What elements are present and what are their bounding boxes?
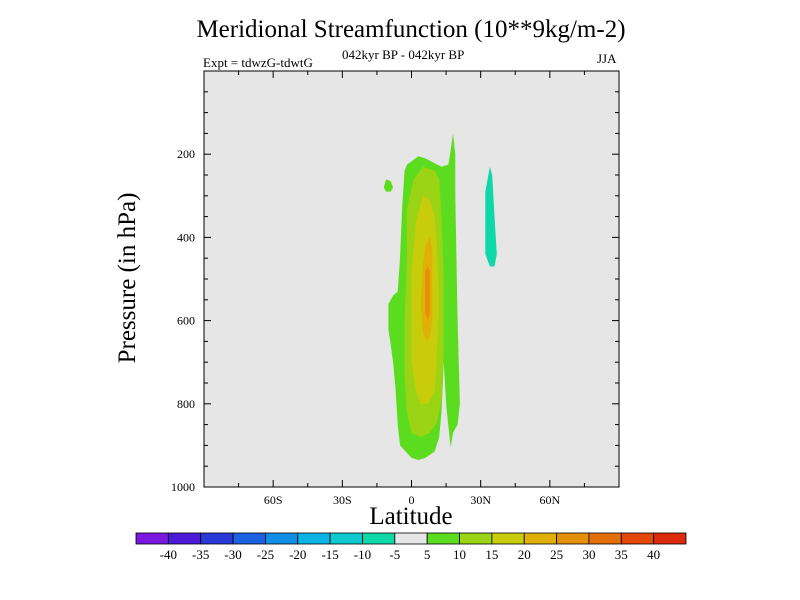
- colorbar-box: [620, 532, 655, 545]
- y-tick-label: 200: [177, 147, 195, 161]
- contour-regions: [383, 133, 497, 460]
- colorbar-label: 30: [582, 547, 595, 562]
- colorbar-box: [426, 532, 460, 545]
- x-tick-label: 60S: [264, 493, 283, 507]
- colorbar-label: -40: [160, 547, 177, 562]
- colorbar-box: [265, 532, 299, 545]
- contour-region-5: [425, 266, 430, 321]
- y-tick-label: 800: [177, 397, 195, 411]
- colorbar-box: [329, 532, 363, 545]
- colorbar-box: [588, 532, 622, 545]
- colorbar-label: -10: [354, 547, 371, 562]
- colorbar-box: [297, 532, 331, 545]
- y-tick-label: 600: [177, 314, 195, 328]
- colorbar-box: [653, 532, 687, 545]
- colorbar-box: [362, 532, 396, 545]
- x-tick-label: 30S: [333, 493, 352, 507]
- colorbar-label: 20: [518, 547, 531, 562]
- chart-title: Meridional Streamfunction (10**9kg/m-2): [196, 16, 626, 43]
- colorbar-label: -35: [192, 547, 209, 562]
- contour-region-6: [485, 166, 497, 267]
- colorbar-box: [491, 532, 525, 545]
- y-tick-label: 400: [177, 230, 195, 244]
- axis-ticks: 60S 30S 0 30N 60N 200 400 600 800 1000: [171, 70, 620, 507]
- colorbar: -40 -35 -30 -25 -20 -15 -10 -5 5 10 15 20 25 30 35 40: [135, 532, 687, 562]
- experiment-label: Expt = tdwzG-tdwtG: [203, 55, 313, 70]
- colorbar-label: 35: [615, 547, 628, 562]
- colorbar-label: 15: [485, 547, 498, 562]
- x-tick-label: 60N: [539, 493, 560, 507]
- colorbar-box: [459, 532, 493, 545]
- colorbar-label: -20: [289, 547, 306, 562]
- colorbar-box: [167, 532, 202, 545]
- colorbar-box: [135, 532, 169, 545]
- colorbar-label: -25: [257, 547, 274, 562]
- colorbar-label: -5: [389, 547, 400, 562]
- colorbar-box: [523, 532, 557, 545]
- contour-region-1: [383, 179, 394, 192]
- colorbar-box: [556, 532, 590, 545]
- x-axis-label: Latitude: [369, 503, 453, 530]
- season-label: JJA: [597, 51, 617, 66]
- colorbar-label: -15: [321, 547, 338, 562]
- colorbar-box: [200, 532, 234, 545]
- colorbar-box: [232, 532, 266, 545]
- colorbar-label: -30: [224, 547, 241, 562]
- colorbar-label: 10: [453, 547, 466, 562]
- x-tick-label: 30N: [470, 493, 491, 507]
- colorbar-label: 40: [647, 547, 660, 562]
- period-label: 042kyr BP - 042kyr BP: [342, 47, 465, 62]
- colorbar-box: [394, 532, 428, 545]
- x-tick-label: 0: [409, 493, 415, 507]
- colorbar-label: 5: [424, 547, 431, 562]
- y-tick-label: 1000: [171, 480, 195, 494]
- colorbar-label: 25: [550, 547, 563, 562]
